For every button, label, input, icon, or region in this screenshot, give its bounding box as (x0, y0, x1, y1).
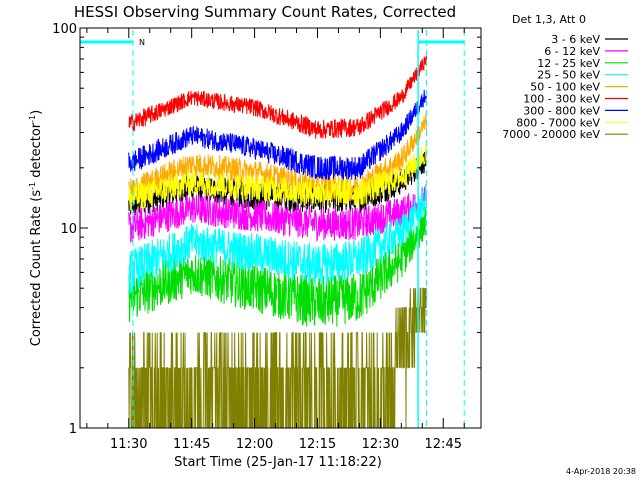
y-axis-label: Corrected Count Rate (s-1 detector-1) (28, 110, 44, 346)
y-tick-label: 1 (69, 422, 77, 437)
y-axis-label-sup: -1 (28, 115, 37, 123)
series-line (128, 143, 427, 211)
x-tick-label: 12:00 (236, 437, 273, 452)
series-line (128, 204, 427, 327)
legend-entry-label: 3 - 6 keV (551, 33, 600, 46)
legend-entry-label: 800 - 7000 keV (516, 116, 600, 129)
x-tick-label: 12:45 (425, 437, 462, 452)
series-layer (128, 55, 427, 429)
footer-timestamp: 4-Apr-2018 20:38 (566, 467, 636, 476)
chart-title: HESSI Observing Summary Count Rates, Cor… (74, 3, 456, 21)
series-line (128, 89, 427, 180)
series-line (128, 287, 427, 429)
legend-entry-label: 7000 - 20000 keV (502, 128, 600, 141)
x-tick-label: 12:15 (299, 437, 336, 452)
legend-entry-label: 100 - 300 keV (523, 93, 600, 106)
x-tick-label: 11:30 (110, 437, 147, 452)
x-tick-label: 12:30 (362, 437, 399, 452)
y-tick-label: 10 (60, 222, 77, 237)
series-line (128, 185, 427, 295)
y-axis-label-sup: -1 (28, 182, 37, 190)
legend-entry-label: 6 - 12 keV (544, 45, 600, 58)
night-markers: N (80, 30, 465, 428)
x-tick-label: 11:45 (173, 437, 210, 452)
y-axis-label-part: ) (29, 110, 44, 115)
x-axis: 11:30 11:45 12:00 12:15 12:30 12:45 (86, 28, 465, 452)
series-line (128, 55, 427, 139)
y-axis-label-part: detector (29, 122, 44, 182)
night-marker-label: N (139, 38, 145, 47)
legend-entry-label: 300 - 800 keV (523, 104, 600, 117)
legend-header: Det 1,3, Att 0 (512, 13, 586, 26)
y-axis-label-part: Corrected Count Rate (s (29, 190, 44, 347)
legend-entry-label: 25 - 50 keV (537, 69, 600, 82)
legend-entry-label: 12 - 25 keV (537, 57, 600, 70)
y-axis: 1 10 100 (52, 22, 481, 437)
series-line (128, 185, 427, 243)
x-axis-label: Start Time (25-Jan-17 11:18:22) (174, 455, 382, 470)
legend-entry-label: 50 - 100 keV (530, 81, 600, 94)
y-tick-label: 100 (52, 22, 77, 37)
